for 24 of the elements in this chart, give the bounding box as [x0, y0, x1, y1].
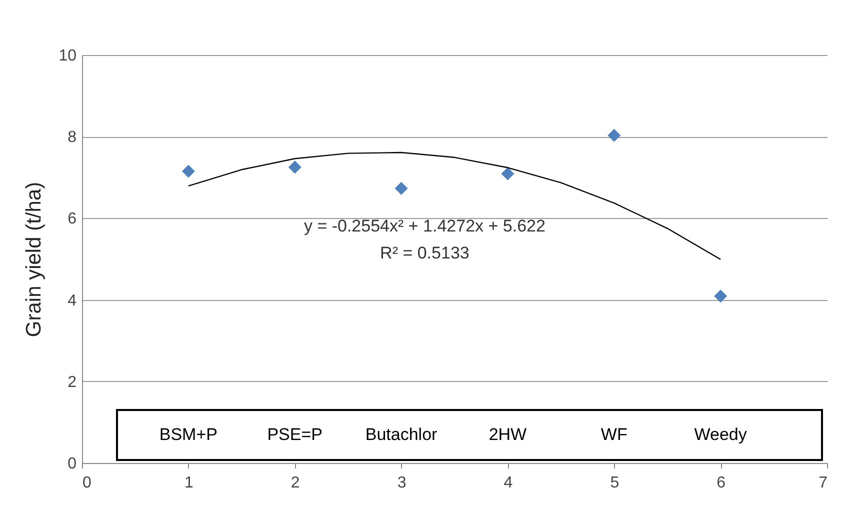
annotation: Butachlor: [365, 425, 438, 446]
x-tick-label: 6: [716, 474, 726, 492]
y-tick-label: 10: [58, 48, 77, 64]
x-tick-label: 3: [397, 474, 406, 492]
x-tick-label: 7: [818, 474, 828, 492]
annotation: BSM+P: [159, 425, 218, 446]
annotation: WF: [600, 425, 628, 446]
line-series: [188, 152, 722, 260]
annotation: y = -0.2554x² + 1.4272x + 5.622: [304, 216, 546, 236]
annotation: Weedy: [694, 425, 747, 446]
y-tick-label: 8: [68, 129, 77, 146]
y-tick-label: 0: [68, 456, 77, 472]
x-tick-label: 0: [82, 474, 92, 492]
x-tick-label: 2: [290, 474, 300, 492]
x-tick-label: 1: [184, 474, 194, 492]
annotation: R² = 0.5133: [380, 243, 470, 262]
y-tick-label: 6: [68, 210, 77, 228]
y-axis-title: Grain yield (t/ha): [22, 182, 46, 338]
x-tick-label: 5: [610, 474, 620, 492]
y-tick-label: 4: [68, 292, 77, 310]
annotation: 2HW: [488, 425, 527, 446]
y-tick-label: 2: [68, 374, 77, 391]
annotation: PSE=P: [267, 425, 322, 446]
x-tick-label: 4: [504, 474, 513, 492]
